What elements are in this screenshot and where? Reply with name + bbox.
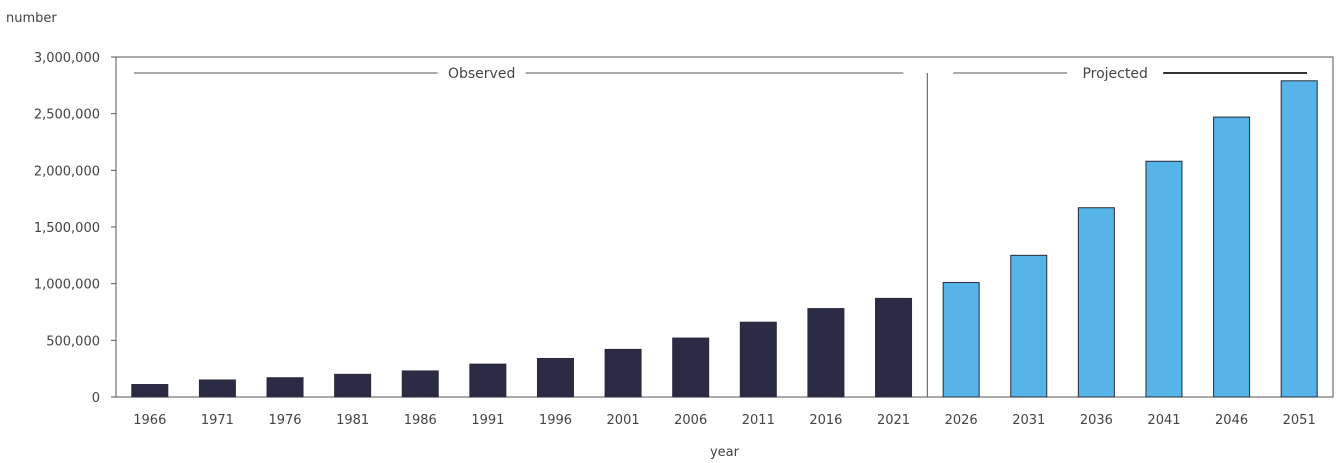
bar-2041 [1145,160,1183,398]
x-tick-label: 2041 [1147,413,1180,428]
bar-2026 [942,282,980,398]
period-markers: Observed Projected [134,66,1307,397]
y-tick-label: 3,000,000 [34,51,100,66]
y-tick-label: 2,000,000 [34,164,100,179]
x-axis-label: year [710,445,740,460]
bar-2021 [875,297,913,398]
x-tick-label: 1966 [133,413,166,428]
bar-1976 [266,377,304,398]
bar-2001 [604,348,642,398]
x-tick-label: 2051 [1283,413,1316,428]
y-tick-label: 1,500,000 [34,221,100,236]
x-tick-label: 2011 [742,413,775,428]
bar-2051 [1280,80,1318,398]
y-tick-label: 2,500,000 [34,108,100,123]
x-tick-label: 2016 [809,413,842,428]
x-tick-label: 1986 [404,413,437,428]
x-tick-label: 2031 [1012,413,1045,428]
y-tick-label: 0 [92,391,100,406]
x-tick-label: 2021 [877,413,910,428]
y-axis-ticks: 0 500,000 1,000,000 1,500,000 2,000,000 2,500… [34,51,116,406]
bar-2016 [807,308,845,398]
bar-2046 [1213,116,1251,398]
bar-2031 [1010,254,1048,398]
x-tick-label: 2001 [607,413,640,428]
bar-1981 [334,373,372,398]
x-tick-label: 2006 [674,413,707,428]
bar-1991 [469,363,507,398]
projected-label: Projected [1082,66,1147,82]
bar-2011 [739,321,777,398]
x-tick-label: 2036 [1080,413,1113,428]
x-tick-label: 1976 [268,413,301,428]
bar-1966 [131,384,169,398]
bars [131,80,1318,398]
x-tick-label: 1996 [539,413,572,428]
x-tick-label: 1971 [201,413,234,428]
x-tick-label: 1981 [336,413,369,428]
y-tick-label: 500,000 [46,334,100,349]
x-axis-ticks: 1966 1971 1976 1981 1986 1991 1996 2001 2006 2011… [133,413,1315,428]
bar-2036 [1077,207,1115,398]
x-tick-label: 2046 [1215,413,1248,428]
bar-2006 [672,337,710,398]
observed-label: Observed [448,66,515,82]
x-tick-label: 2026 [945,413,978,428]
x-tick-label: 1991 [471,413,504,428]
bar-1971 [198,379,236,398]
y-axis-label: number [6,11,57,26]
bar-1996 [536,357,574,398]
bar-1986 [401,370,439,398]
y-tick-label: 1,000,000 [34,278,100,293]
